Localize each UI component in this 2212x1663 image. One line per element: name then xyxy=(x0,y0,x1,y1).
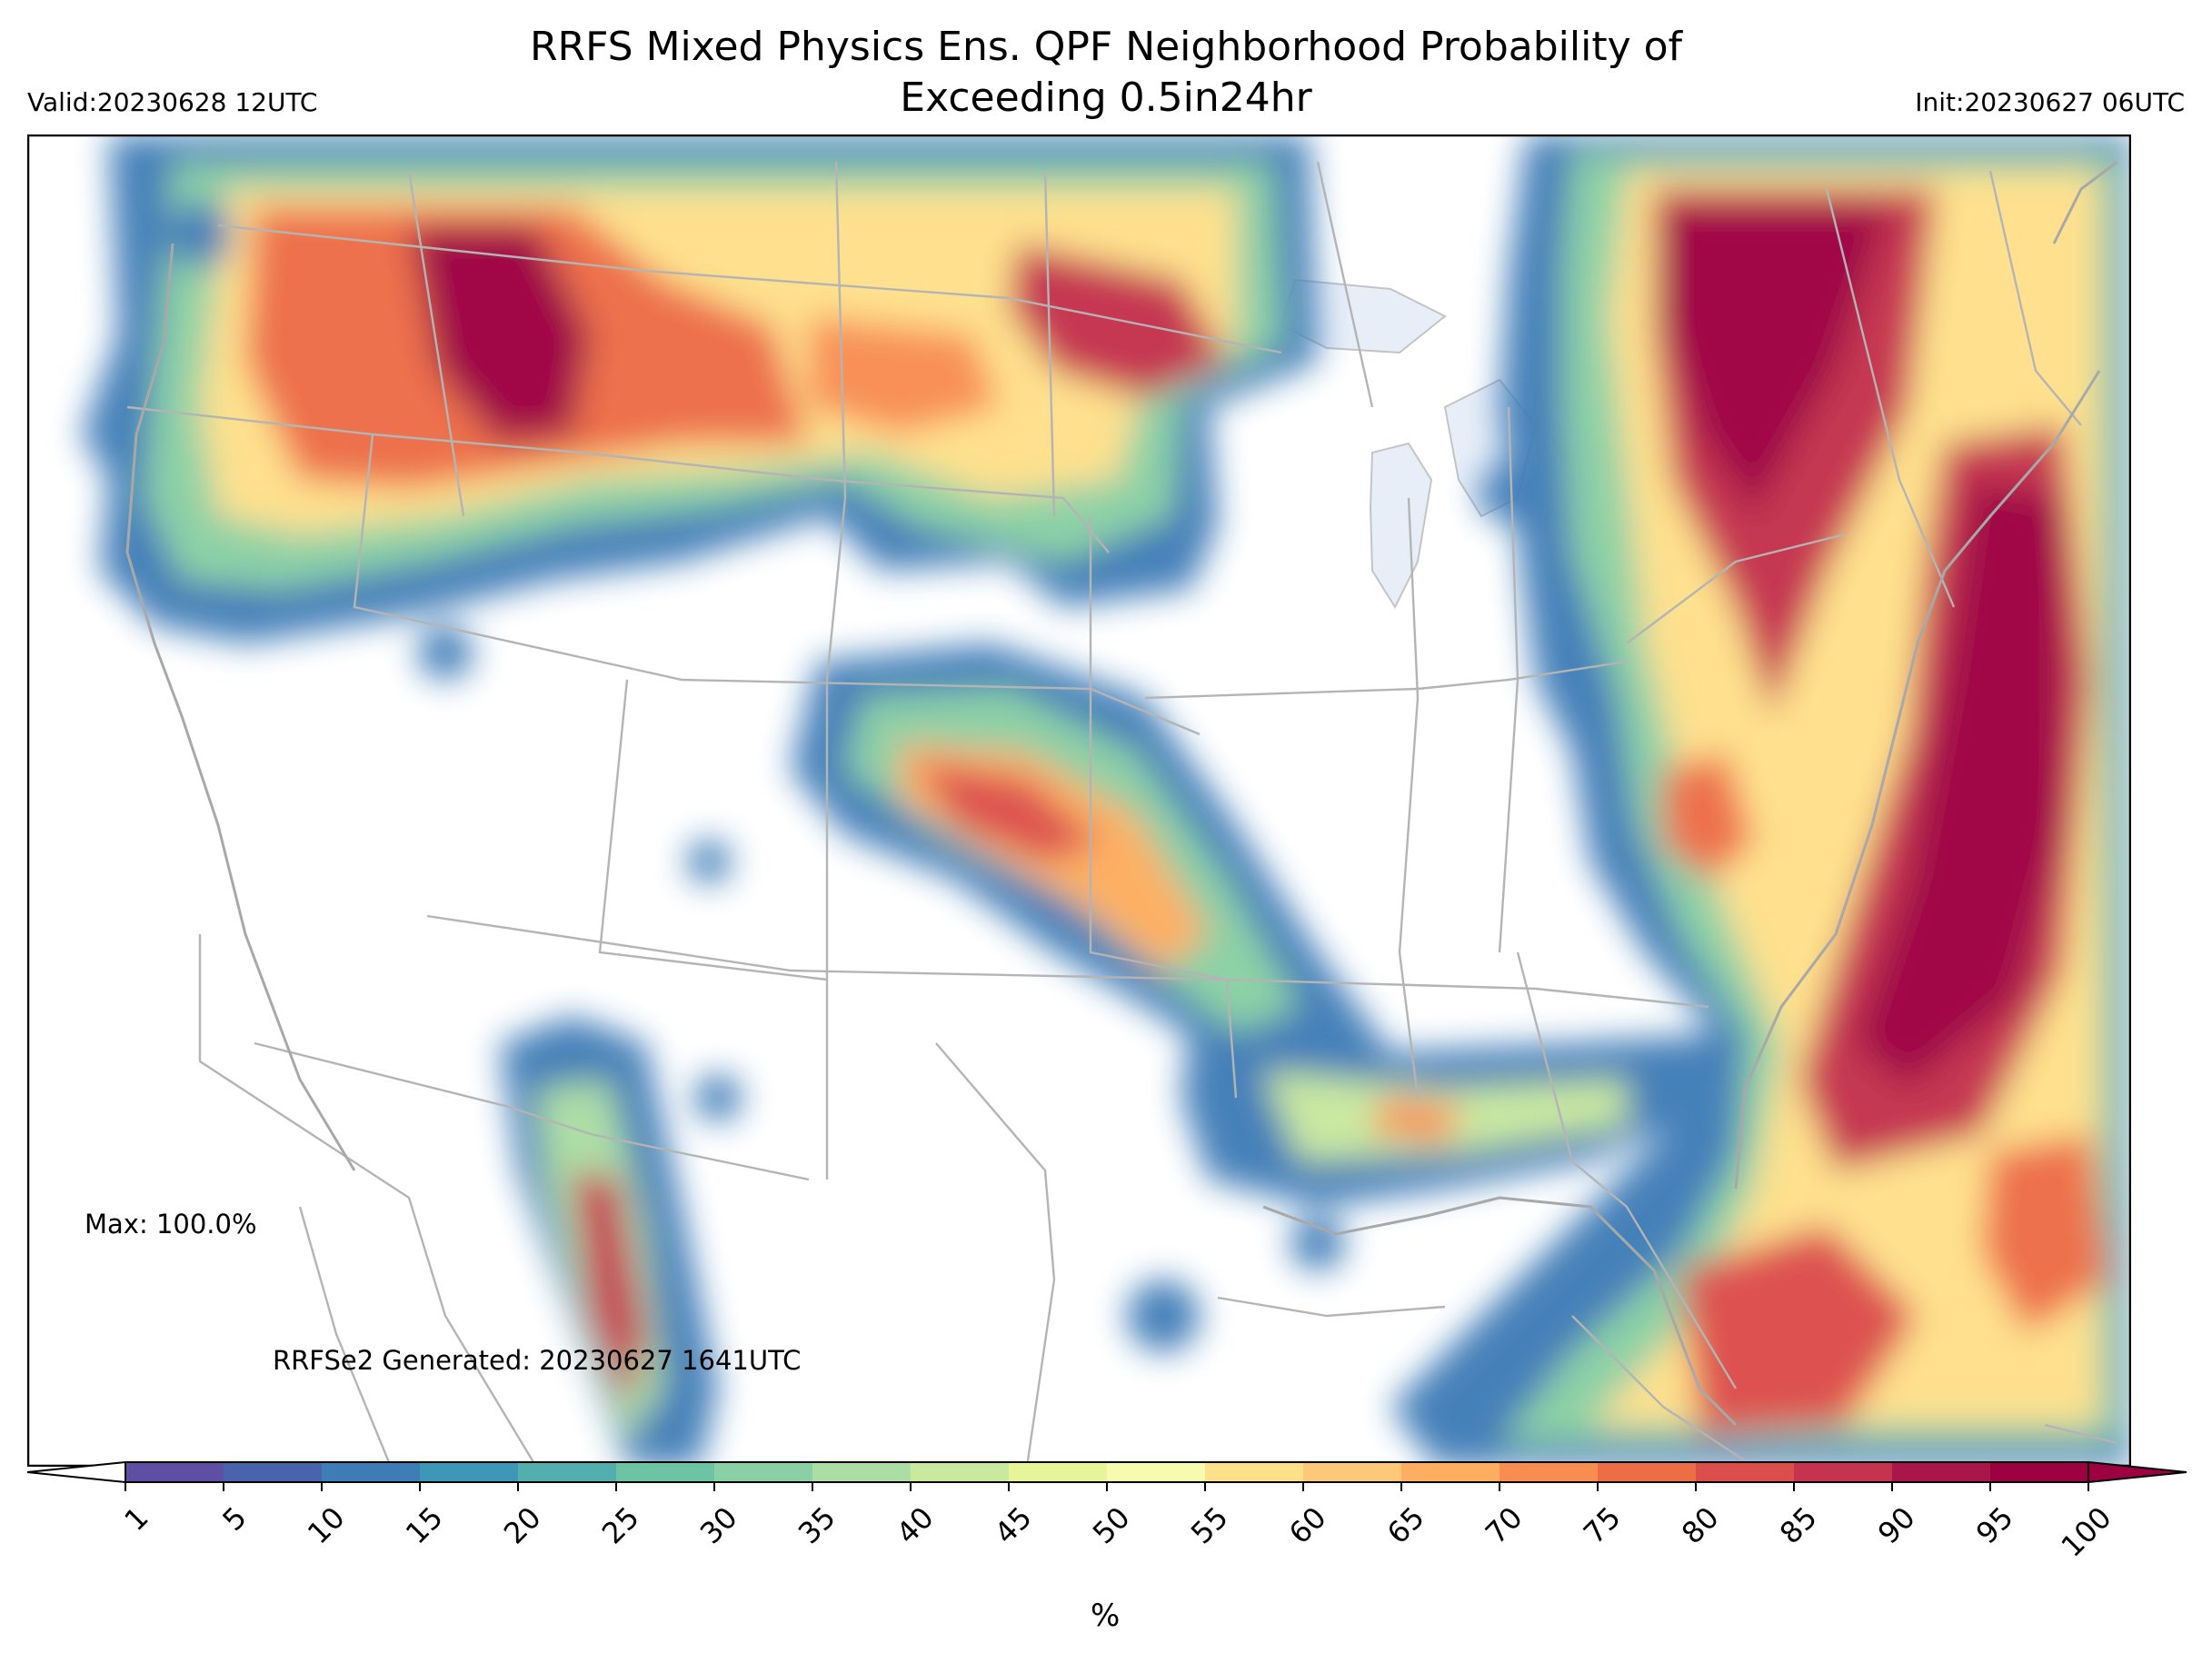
colorbar-cell xyxy=(812,1462,912,1482)
colorbar-cell xyxy=(1696,1462,1795,1482)
colorbar-cell xyxy=(1598,1462,1697,1482)
colorbar-tick-label: 20 xyxy=(497,1500,548,1551)
colorbar-cell xyxy=(322,1462,421,1482)
colorbar-cell xyxy=(1009,1462,1108,1482)
colorbar-cell xyxy=(616,1462,715,1482)
colorbar-tick-label: 40 xyxy=(890,1500,941,1551)
colorbar-cell xyxy=(1990,1462,2089,1482)
colorbar-tick-label: 45 xyxy=(988,1500,1039,1551)
colorbar-cell xyxy=(1892,1462,1991,1482)
colorbar-cell xyxy=(1401,1462,1500,1482)
colorbar-unit-label: % xyxy=(1091,1598,1121,1634)
colorbar-tick-label: 85 xyxy=(1773,1500,1824,1551)
precip-field xyxy=(82,134,2131,1467)
max-value-label: Max: 100.0% xyxy=(85,1209,257,1240)
colorbar-tick-label: 60 xyxy=(1282,1500,1333,1551)
probability-map xyxy=(27,134,2131,1467)
colorbar-cell xyxy=(714,1462,813,1482)
colorbar-tick-label: 95 xyxy=(1969,1500,2020,1551)
generated-timestamp: RRFSe2 Generated: 20230627 1641UTC xyxy=(273,1345,802,1376)
colorbar-tick-label: 25 xyxy=(595,1500,646,1551)
valid-time: Valid:20230628 12UTC xyxy=(27,87,318,117)
colorbar-tick-label: 70 xyxy=(1479,1500,1529,1551)
colorbar-tick-label: 1 xyxy=(117,1500,154,1538)
colorbar-cell xyxy=(1794,1462,1893,1482)
colorbar-extend-left xyxy=(26,1460,126,1484)
colorbar-tick-label: 65 xyxy=(1380,1500,1431,1551)
colorbar-tick-label: 30 xyxy=(693,1500,744,1551)
colorbar-tick-label: 100 xyxy=(2055,1500,2118,1564)
init-time: Init:20230627 06UTC xyxy=(1915,87,2185,117)
colorbar-tick-label: 90 xyxy=(1871,1500,1922,1551)
colorbar: 1 5 10 15 20 25 30 35 40 45 50 55 60 65 70 75 80 85 90 95 10… xyxy=(26,1460,2187,1564)
colorbar-cell xyxy=(1205,1462,1304,1482)
colorbar-tick-label: 50 xyxy=(1086,1500,1137,1551)
coastline xyxy=(125,160,2118,1427)
colorbar-tick-label: 80 xyxy=(1675,1500,1726,1551)
colorbar-cell xyxy=(420,1462,519,1482)
chart-title-line1: RRFS Mixed Physics Ens. QPF Neighborhood… xyxy=(529,24,1683,70)
colorbar-cell xyxy=(1107,1462,1206,1482)
colorbar-cell xyxy=(125,1462,224,1482)
colorbar-cell xyxy=(518,1462,617,1482)
colorbar-cell xyxy=(1303,1462,1402,1482)
colorbar-extend-right xyxy=(2087,1460,2187,1484)
colorbar-cell xyxy=(224,1462,323,1482)
colorbar-tick-label: 10 xyxy=(301,1500,352,1551)
colorbar-tick-label: 5 xyxy=(215,1500,253,1538)
chart-title-line2: Exceeding 0.5in24hr xyxy=(900,75,1312,121)
colorbar-cell xyxy=(1500,1462,1599,1482)
colorbar-cell xyxy=(911,1462,1010,1482)
colorbar-tick-label: 75 xyxy=(1577,1500,1628,1551)
colorbar-tick-label: 55 xyxy=(1184,1500,1235,1551)
colorbar-tick-label: 35 xyxy=(792,1500,842,1551)
state-boundaries xyxy=(126,161,2118,1467)
colorbar-tick-label: 15 xyxy=(399,1500,450,1551)
